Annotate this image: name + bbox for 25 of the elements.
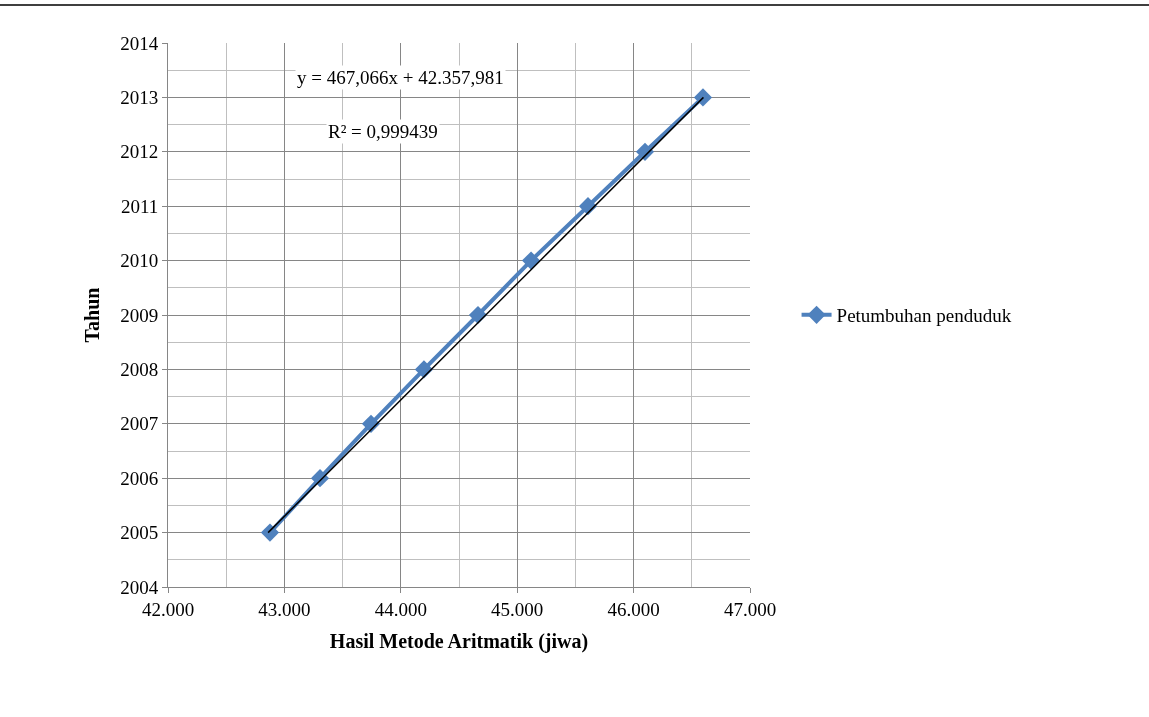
x-axis-title: Hasil Metode Aritmatik (jiwa) (329, 630, 589, 654)
x-tick-label: 46.000 (607, 598, 660, 620)
point (693, 88, 713, 107)
x-tick-label: 45.000 (491, 598, 544, 620)
y-tick-label: 2011 (120, 195, 159, 217)
y-tick-label: 2005 (120, 522, 159, 544)
point (521, 251, 541, 270)
x-tick-label: 43.000 (258, 598, 311, 620)
x-tick-label: 42.000 (141, 598, 195, 620)
y-tick-label: 2012 (120, 141, 159, 163)
y-tick-label: 2007 (120, 413, 159, 435)
y-tick-label: 2010 (120, 250, 159, 272)
y-tick-label: 2009 (120, 304, 159, 326)
x-tick-label: 44.000 (374, 598, 427, 620)
y-tick-label: 2008 (120, 359, 159, 381)
x-tick-label: 47.000 (723, 598, 777, 620)
point (260, 523, 280, 542)
y-tick-label: 2013 (120, 87, 159, 109)
annotation: y = 467,066x + 42.357,981 (297, 67, 504, 88)
y-axis-title: Tahun (80, 287, 103, 343)
legend-label: Petumbuhan penduduk (836, 305, 1012, 327)
y-tick-label: 2004 (120, 576, 159, 598)
y-tick-label: 2014 (120, 32, 159, 54)
annotation: R² = 0,999439 (328, 121, 438, 142)
y-tick-label: 2006 (120, 467, 159, 489)
